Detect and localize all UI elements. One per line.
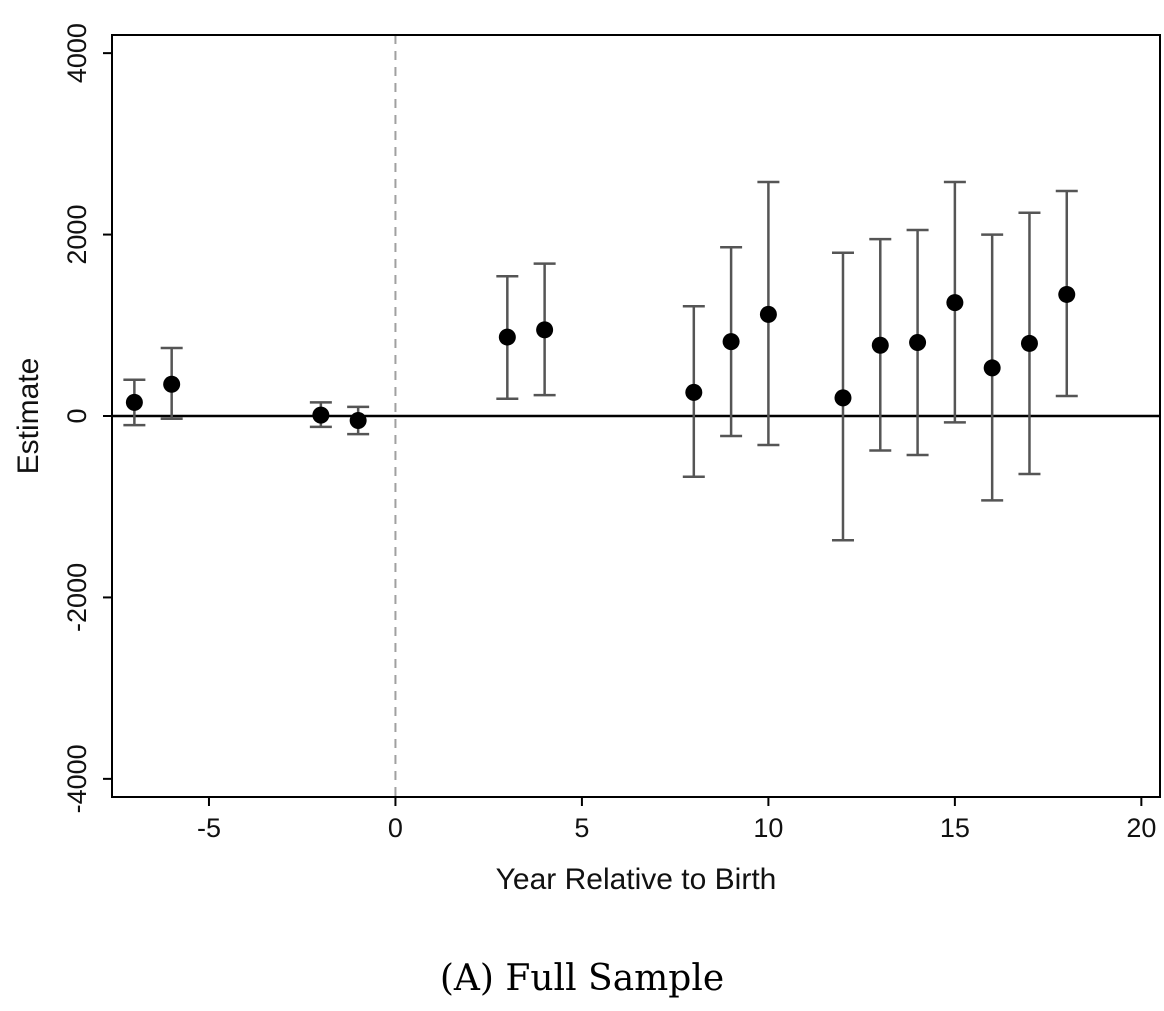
points-layer	[125, 285, 1076, 430]
data-point	[685, 383, 703, 401]
x-tick-label: 15	[940, 813, 970, 843]
x-axis-label: Year Relative to Birth	[496, 863, 777, 896]
chart-area: -5 0 5 10 15 20 -4000 -2000 0 2000 4000 Year Rela…	[12, 23, 1161, 896]
data-point	[536, 321, 554, 339]
data-point	[722, 333, 740, 351]
data-point	[909, 334, 927, 352]
data-point	[871, 336, 889, 354]
y-tick-label: 2000	[62, 205, 92, 265]
data-point	[759, 305, 777, 323]
x-tick-label: 5	[574, 813, 589, 843]
data-point	[163, 375, 181, 393]
y-tick-label: 0	[62, 408, 92, 423]
data-point	[125, 393, 143, 411]
caption-label: (A)	[439, 958, 494, 999]
data-point	[834, 389, 852, 407]
data-point	[983, 359, 1001, 377]
x-axis-ticks: -5 0 5 10 15 20	[197, 797, 1156, 843]
error-bars-layer	[123, 180, 1078, 542]
x-tick-label: 0	[388, 813, 403, 843]
x-tick-label: 20	[1126, 813, 1156, 843]
data-point	[946, 294, 964, 312]
y-tick-label: -4000	[62, 744, 92, 813]
data-point	[349, 412, 367, 430]
event-study-chart: -5 0 5 10 15 20 -4000 -2000 0 2000 4000 Year Rela…	[12, 23, 1161, 896]
y-tick-label: -2000	[62, 563, 92, 632]
data-point	[1058, 285, 1076, 303]
x-tick-label: -5	[197, 813, 221, 843]
data-point	[312, 406, 330, 424]
data-point	[498, 328, 516, 346]
y-axis-ticks: -4000 -2000 0 2000 4000	[62, 23, 112, 813]
caption-text: Full Sample	[505, 958, 725, 999]
reference-lines-layer	[112, 35, 1160, 797]
y-tick-label: 4000	[62, 23, 92, 83]
y-axis-label: Estimate	[12, 358, 45, 475]
x-tick-label: 10	[753, 813, 783, 843]
data-point	[1020, 334, 1038, 352]
figure-caption: (A) Full Sample	[0, 958, 1164, 999]
